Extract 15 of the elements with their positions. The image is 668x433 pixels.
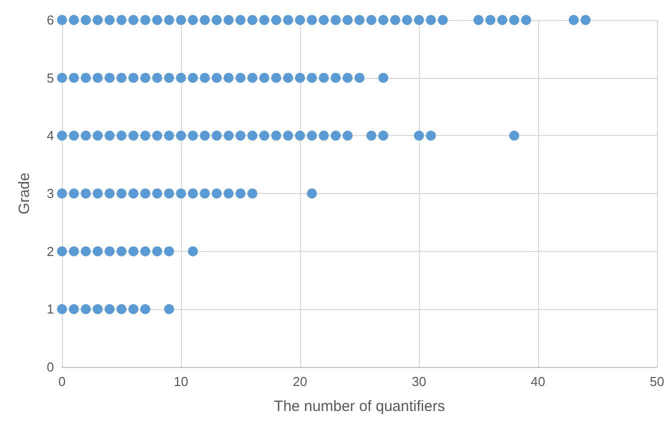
y-tick-label: 0: [46, 360, 54, 374]
x-tick-label: 20: [292, 374, 308, 389]
x-tick-label: 10: [174, 374, 188, 389]
x-tick-label: 50: [650, 374, 664, 389]
y-axis-title: Grade: [16, 172, 33, 214]
x-tick-label: 30: [412, 374, 426, 389]
y-tick-label: 3: [46, 186, 54, 201]
x-axis-title: The number of quantifiers: [274, 398, 445, 415]
y-tick-label: 6: [46, 12, 54, 28]
x-tick-label: 0: [58, 374, 66, 389]
y-tick-label: 1: [46, 302, 54, 317]
y-tick-label: 4: [46, 128, 54, 144]
y-tick-label: 5: [46, 70, 54, 86]
x-tick-label: 40: [530, 374, 546, 389]
y-tick-label: 2: [46, 244, 54, 259]
